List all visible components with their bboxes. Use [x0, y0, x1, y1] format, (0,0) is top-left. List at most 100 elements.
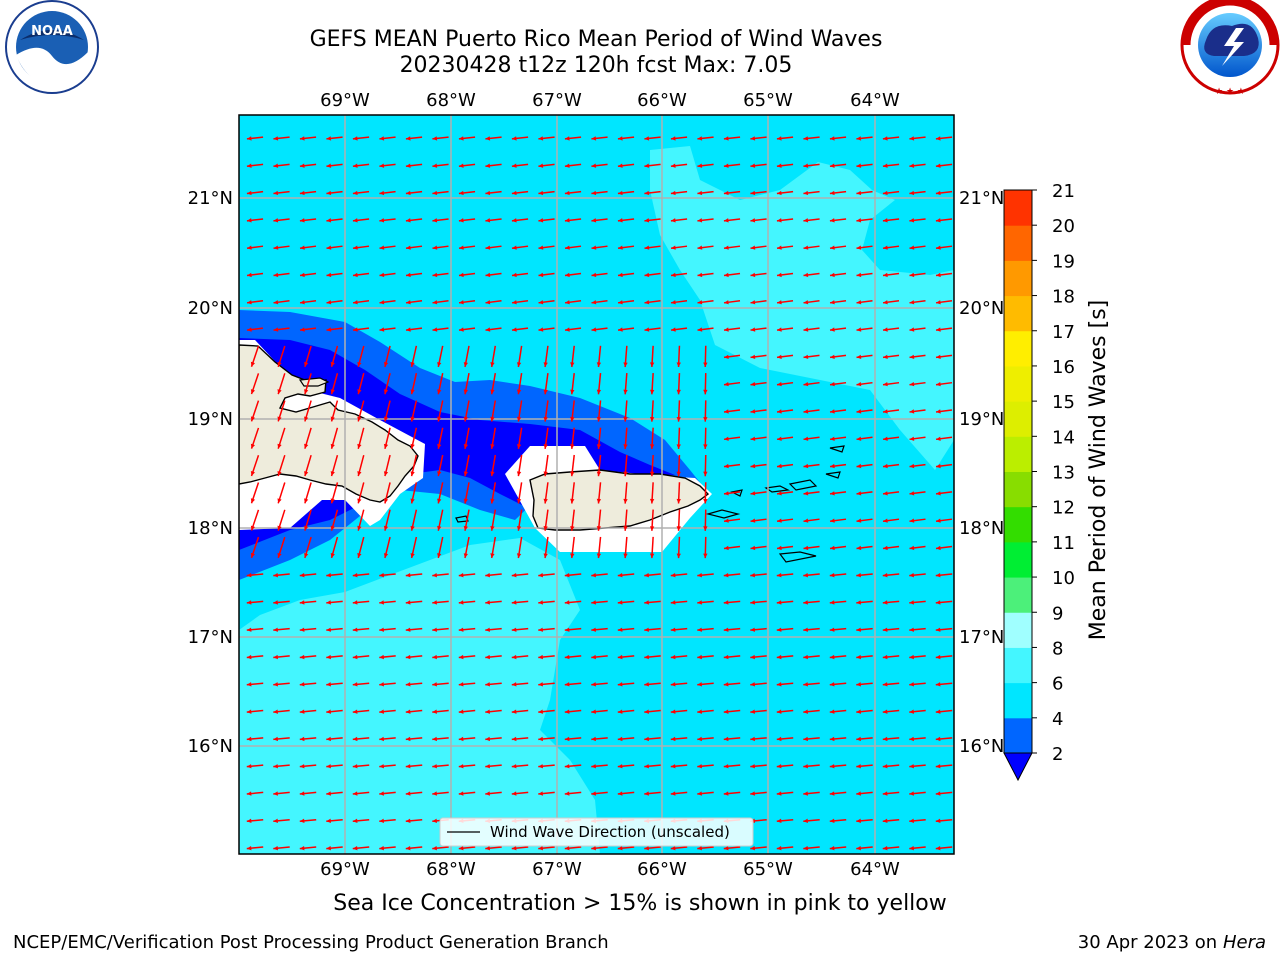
wind-wave-arrowhead [538, 682, 543, 687]
wind-wave-arrowhead [458, 791, 464, 796]
wind-wave-arrowhead [485, 682, 490, 687]
wind-wave-arrowhead [353, 272, 358, 278]
wind-wave-arrowhead [724, 327, 729, 332]
colorbar-tick-label: 4 [1052, 709, 1063, 730]
wind-wave-arrowhead [803, 218, 809, 223]
wind-wave-arrowhead [304, 471, 309, 477]
wind-wave-arrowhead [591, 709, 596, 714]
wind-wave-arrowhead [463, 498, 468, 504]
wind-wave-arrowhead [909, 791, 914, 796]
wind-wave-arrowhead [304, 416, 309, 422]
wind-wave-arrowhead [596, 553, 602, 559]
wind-wave-arrowhead [618, 327, 623, 332]
wind-wave-arrowhead [516, 444, 522, 449]
wind-wave-arrowhead [570, 553, 575, 559]
wind-wave-arrowhead [776, 627, 782, 632]
wind-wave-arrowhead [326, 791, 331, 796]
wind-wave-arrowhead [250, 552, 256, 558]
wind-wave-arrowhead [538, 572, 543, 578]
wind-wave-arrowhead [250, 471, 256, 476]
wind-wave-arrowhead [750, 709, 755, 714]
wind-wave-arrowhead [357, 498, 362, 504]
wind-wave-arrowhead [591, 272, 597, 278]
wind-wave-arrowhead [882, 572, 888, 578]
wind-wave-arrowhead [379, 818, 384, 824]
wind-wave-arrowhead [357, 416, 362, 422]
wind-wave-arrowhead [777, 327, 782, 332]
wind-wave-arrowhead [405, 136, 411, 141]
wind-wave-arrowhead [379, 245, 385, 250]
wind-wave-arrowhead [883, 381, 888, 387]
wind-wave-arrowhead [277, 443, 282, 449]
colorbar-tick-label: 11 [1052, 533, 1075, 554]
wind-wave-arrowhead [273, 327, 279, 332]
lat-label: 18°N [188, 518, 233, 539]
wind-wave-arrowhead [352, 572, 358, 578]
wind-wave-arrowhead [511, 572, 517, 578]
wind-wave-arrowhead [591, 627, 596, 632]
wind-wave-arrowhead [803, 436, 809, 441]
wind-wave-arrowhead [803, 572, 808, 578]
wind-wave-arrowhead [697, 572, 702, 578]
wind-wave-arrowhead [538, 654, 543, 660]
lon-label: 64°W [850, 859, 900, 880]
wind-wave-arrowhead [676, 498, 681, 504]
wind-wave-arrowhead [856, 627, 861, 632]
wind-wave-arrowhead [803, 627, 808, 632]
wind-wave-arrowhead [273, 300, 279, 305]
wind-wave-arrowhead [432, 682, 437, 687]
wind-wave-arrowhead [247, 327, 252, 332]
wind-wave-arrowhead [591, 572, 596, 578]
wind-wave-arrowhead [596, 362, 602, 368]
wind-wave-arrowhead [273, 764, 278, 769]
wind-wave-arrowhead [432, 818, 437, 824]
wind-wave-arrowhead [564, 682, 570, 687]
wind-wave-arrowhead [882, 163, 888, 168]
wind-wave-arrowhead [618, 272, 623, 278]
wind-wave-arrowhead [776, 736, 782, 742]
wind-wave-arrowhead [829, 764, 835, 769]
lat-labels-left: 21°N 20°N 19°N 18°N 17°N 16°N [188, 188, 233, 757]
wind-wave-arrowhead [543, 553, 548, 559]
colorbar-segment [1004, 541, 1032, 578]
wind-wave-arrowhead [803, 190, 809, 196]
wind-wave-arrowhead [432, 572, 437, 578]
wind-wave-arrowhead [538, 764, 543, 769]
wind-wave-arrowhead [723, 791, 729, 796]
wind-wave-arrowhead [543, 498, 548, 504]
wind-wave-arrowhead [463, 389, 468, 395]
wind-wave-arrowhead [538, 272, 544, 278]
wind-wave-direction-vectors [246, 136, 953, 851]
lon-label: 67°W [532, 90, 582, 111]
wind-wave-arrowhead [458, 764, 464, 769]
wind-wave-arrowhead [644, 190, 650, 196]
wind-wave-arrowhead [437, 471, 442, 477]
wind-wave-arrowhead [326, 300, 332, 305]
wind-wave-arrowhead [458, 682, 464, 687]
wind-wave-arrowhead [379, 764, 384, 769]
wind-wave-arrowhead [856, 518, 862, 523]
wind-wave-arrowhead [829, 136, 835, 141]
wind-wave-arrowhead [697, 845, 702, 851]
lat-label: 16°N [188, 736, 233, 757]
wind-wave-arrowhead [882, 764, 888, 769]
wind-wave-arrowhead [935, 218, 941, 223]
colorbar-segment [1004, 330, 1032, 367]
wind-wave-arrowhead [623, 416, 628, 422]
wind-wave-arrowhead [485, 627, 490, 632]
wind-wave-arrowhead [410, 389, 415, 395]
wind-wave-arrowhead [909, 272, 915, 278]
wind-wave-arrowhead [304, 361, 309, 367]
wind-wave-arrowhead [935, 136, 941, 141]
wind-wave-arrowhead [750, 409, 756, 414]
wind-wave-arrowhead [723, 736, 729, 742]
wind-wave-arrowhead [299, 682, 305, 687]
wind-wave-arrowhead [330, 443, 335, 449]
wind-wave-arrowhead [299, 791, 305, 796]
wind-wave-arrowhead [883, 436, 888, 441]
wind-wave-arrowhead [723, 190, 729, 196]
lon-label: 64°W [850, 90, 900, 111]
wind-wave-arrowhead [777, 436, 782, 441]
wind-wave-arrowhead [379, 163, 385, 168]
colorbar: 2 4 6 8 9 10 11 12 13 14 15 16 17 18 19 20 21 [1003, 181, 1075, 782]
